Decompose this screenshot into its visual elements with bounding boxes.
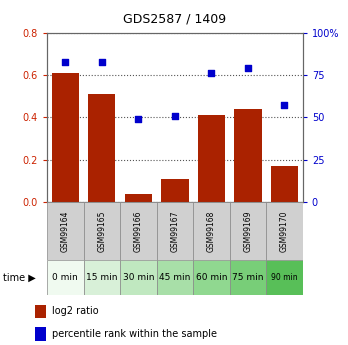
Bar: [120, 202, 157, 260]
Text: GSM99165: GSM99165: [97, 210, 106, 252]
Bar: [120, 260, 157, 295]
Text: GSM99168: GSM99168: [207, 210, 216, 252]
Point: [208, 71, 214, 76]
Bar: [230, 260, 266, 295]
Bar: [35, 305, 46, 318]
Text: 15 min: 15 min: [86, 273, 118, 282]
Bar: [230, 202, 266, 260]
Text: 75 min: 75 min: [232, 273, 264, 282]
Text: 45 min: 45 min: [159, 273, 191, 282]
Bar: [157, 260, 193, 295]
Point: [63, 59, 68, 64]
Bar: [35, 327, 46, 341]
Text: GSM99166: GSM99166: [134, 210, 143, 252]
Bar: [266, 202, 303, 260]
Text: percentile rank within the sample: percentile rank within the sample: [52, 329, 217, 339]
Text: 30 min: 30 min: [122, 273, 154, 282]
Point: [245, 66, 251, 71]
Text: GSM99164: GSM99164: [61, 210, 70, 252]
Text: GDS2587 / 1409: GDS2587 / 1409: [123, 12, 227, 25]
Text: 0 min: 0 min: [53, 273, 78, 282]
Bar: [266, 260, 303, 295]
Bar: [84, 202, 120, 260]
Text: 60 min: 60 min: [196, 273, 227, 282]
Text: GSM99167: GSM99167: [171, 210, 179, 252]
Bar: [234, 109, 262, 202]
Bar: [84, 260, 120, 295]
Point: [135, 116, 141, 122]
Bar: [198, 115, 225, 202]
Bar: [193, 202, 230, 260]
Point: [282, 103, 287, 108]
Point: [172, 113, 177, 118]
Text: log2 ratio: log2 ratio: [52, 306, 98, 316]
Bar: [52, 73, 79, 202]
Bar: [125, 195, 152, 202]
Bar: [193, 260, 230, 295]
Text: 90 min: 90 min: [271, 273, 298, 282]
Text: GSM99170: GSM99170: [280, 210, 289, 252]
Bar: [47, 202, 84, 260]
Text: time ▶: time ▶: [3, 273, 36, 283]
Bar: [88, 94, 116, 202]
Bar: [47, 260, 84, 295]
Bar: [157, 202, 193, 260]
Point: [99, 59, 104, 64]
Bar: [271, 166, 298, 202]
Text: GSM99169: GSM99169: [244, 210, 252, 252]
Bar: [161, 179, 189, 202]
